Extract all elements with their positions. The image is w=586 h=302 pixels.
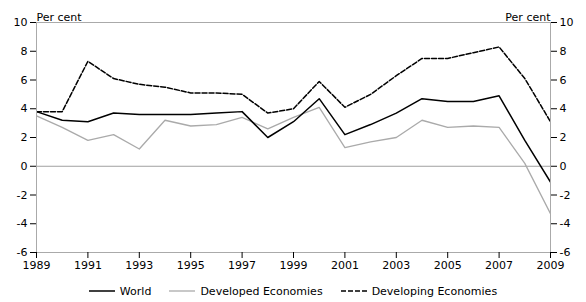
svg-text:10: 10 xyxy=(560,16,574,29)
svg-text:8: 8 xyxy=(560,45,567,58)
svg-text:8: 8 xyxy=(21,45,28,58)
svg-text:0: 0 xyxy=(560,160,567,173)
svg-text:-4: -4 xyxy=(560,217,571,230)
svg-text:4: 4 xyxy=(560,102,567,115)
html-text:Developing Economies: Developing Economies xyxy=(371,284,498,298)
svg-text:6: 6 xyxy=(21,74,28,87)
svg-text:2009: 2009 xyxy=(537,259,565,272)
svg-text:0: 0 xyxy=(21,160,28,173)
svg-text:Per cent: Per cent xyxy=(505,11,551,24)
svg-text:10: 10 xyxy=(14,16,28,29)
html-text:World: World xyxy=(119,284,152,298)
svg-text:4: 4 xyxy=(21,102,28,115)
svg-text:1997: 1997 xyxy=(228,259,256,272)
svg-text:-2: -2 xyxy=(17,189,28,202)
svg-text:2: 2 xyxy=(560,131,567,144)
svg-text:2001: 2001 xyxy=(331,259,359,272)
svg-text:6: 6 xyxy=(560,74,567,87)
svg-text:1989: 1989 xyxy=(23,259,51,272)
svg-text:-6: -6 xyxy=(17,246,28,259)
svg-text:-6: -6 xyxy=(560,246,571,259)
svg-text:1991: 1991 xyxy=(74,259,102,272)
svg-text:-2: -2 xyxy=(560,189,571,202)
svg-text:Per cent: Per cent xyxy=(37,11,83,24)
svg-text:2003: 2003 xyxy=(382,259,410,272)
svg-text:-4: -4 xyxy=(17,217,28,230)
svg-text:2: 2 xyxy=(21,131,28,144)
svg-text:1999: 1999 xyxy=(280,259,308,272)
svg-text:2005: 2005 xyxy=(434,259,462,272)
svg-text:1995: 1995 xyxy=(177,259,205,272)
html-text:Developed Economies: Developed Economies xyxy=(200,284,323,298)
svg-text:2007: 2007 xyxy=(485,259,513,272)
svg-text:1993: 1993 xyxy=(125,259,153,272)
